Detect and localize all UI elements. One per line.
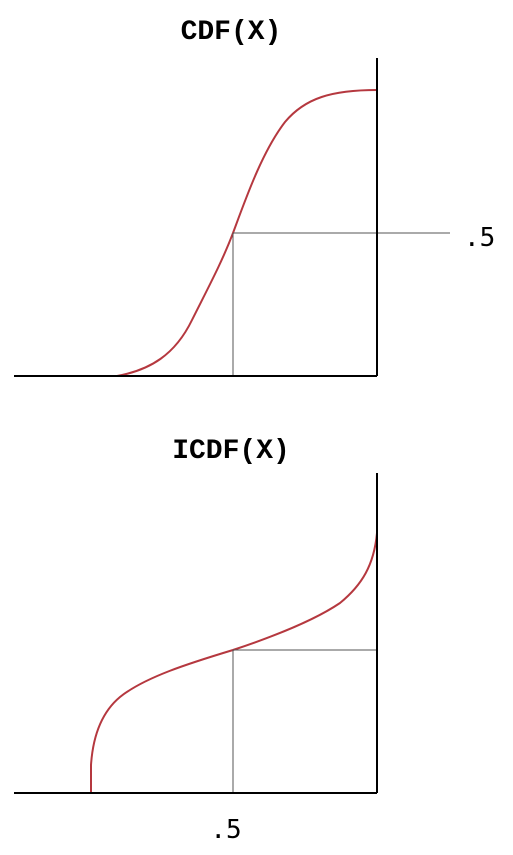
- icdf-curve: [90, 532, 378, 793]
- icdf-title: ICDF(X): [172, 436, 290, 467]
- cdf-half-tick-label: .5: [464, 223, 495, 253]
- icdf-panel: ICDF(X) .5: [14, 436, 378, 845]
- icdf-half-tick-label: .5: [210, 815, 241, 845]
- cdf-title: CDF(X): [181, 17, 282, 48]
- cdf-panel: CDF(X) .5: [14, 17, 495, 377]
